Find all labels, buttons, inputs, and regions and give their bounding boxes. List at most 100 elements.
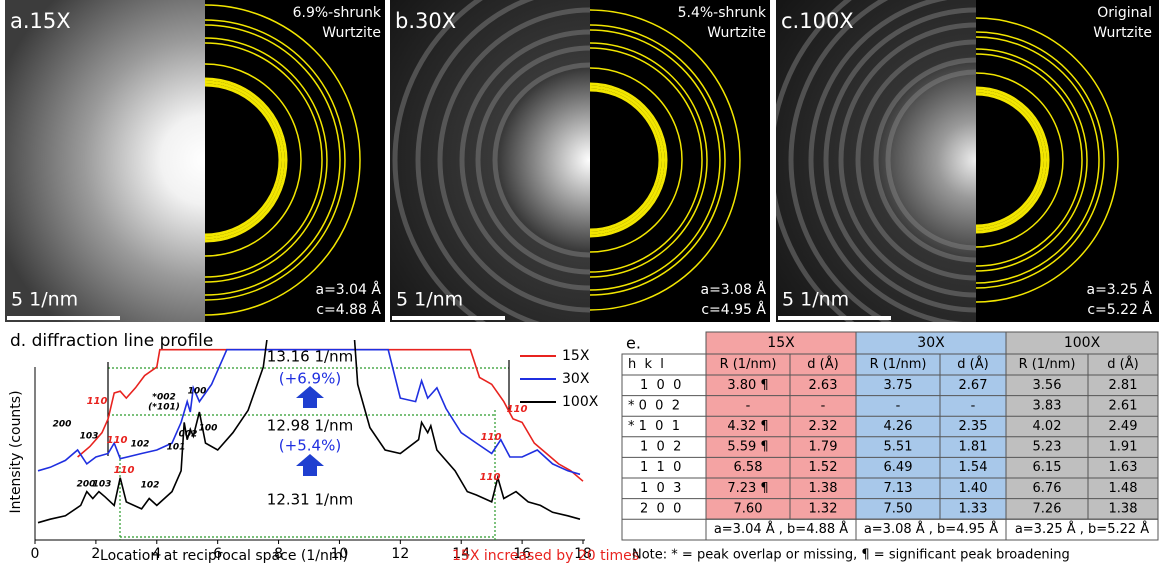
peak-label: 102 [141,481,160,491]
cell: 1 0 2 [640,440,681,455]
lattice: c=5.22 Å [1087,301,1152,318]
cell: 1.91 [1109,440,1138,455]
table-note: Note: * = peak overlap or missing, ¶ = s… [632,548,1070,563]
panel-label: c.100X [781,9,854,33]
cell: 1 1 0 [640,460,681,475]
peak-label: 102 [131,440,150,450]
lattice: a=3.25 Å [1086,281,1152,298]
col-header: R (1/nm) [1019,357,1076,372]
cell: 1.38 [809,481,838,496]
cell: 4.26 [884,419,913,434]
sim-bg [976,0,1159,322]
cell: - [746,398,751,413]
cell: 3.75 [884,378,913,393]
dimension-label: 12.98 1/nm [267,417,353,435]
cell: 1 0 0 [640,378,681,393]
col-header: d (Å) [1107,356,1138,372]
cell: 7.26 [1033,501,1062,516]
cell: 1.48 [1109,481,1138,496]
structure: 5.4%-shrunk [678,5,767,21]
col-header: R (1/nm) [720,357,777,372]
legend-label: 30X [562,371,590,387]
dimension-label: 13.16 1/nm [267,348,353,366]
cell: 2.67 [959,378,988,393]
cell: 1 0 3 [640,481,681,496]
peak-label: 110 [507,404,528,415]
cell: 1.32 [809,501,838,516]
lattice: c=4.88 Å [316,301,381,318]
peak-label: 110 [107,435,128,446]
arrow [296,454,324,476]
scale-label: 5 1/nm [396,289,463,311]
peak-label: (*101) [148,403,180,413]
cell: 3.56 [1033,378,1062,393]
peak-label: 110 [114,465,135,476]
dimension-label: (+5.4%) [279,437,341,455]
footer-text: a=3.04 Å , b=4.88 Å [714,521,848,537]
peak-label: 002 [179,430,198,440]
figure: a.15X 6.9%-shrunk Wurtzite a=3.04 Å c=4.88 Å… [0,0,1163,567]
peak-label: 103 [80,432,99,442]
cell: 1.52 [809,460,838,475]
cell: 3.80 ¶ [727,378,768,393]
cell: 3.83 [1033,398,1062,413]
peak-label: 110 [481,432,502,443]
note: 15X increased by 20 times [452,548,639,564]
structure: 6.9%-shrunk [293,5,382,21]
cell: 2.61 [1109,398,1138,413]
peak-label: 100 [199,424,218,434]
peak-label: 103 [93,480,112,490]
legend-label: 100X [562,394,599,410]
cell: 2.35 [959,419,988,434]
cell: - [971,398,976,413]
cell: 1.63 [1109,460,1138,475]
dimension-label: (+6.9%) [279,370,341,388]
x-tick-label: 2 [91,546,100,562]
page: a.15X 6.9%-shrunk Wurtzite a=3.04 Å c=4.88 Å… [0,0,1163,567]
lattice: c=4.95 Å [701,301,766,318]
x-tick-label: 12 [391,546,409,562]
arrow [296,386,324,408]
group-header: 15X [767,335,795,351]
scale-label: 5 1/nm [11,289,78,311]
lattice: a=3.04 Å [315,281,381,298]
scale-label: 5 1/nm [782,289,849,311]
peak-label: 110 [87,396,108,407]
cell: 2 0 0 [640,501,681,516]
x-tick-label: 0 [31,546,40,562]
cell: 6.49 [884,460,913,475]
x-label: Location at reciprocal space (1/nm) [100,548,348,564]
cell: 7.60 [734,501,763,516]
footer-text: a=3.25 Å , b=5.22 Å [1015,521,1149,537]
table-label: e. [626,334,641,353]
cell: 1.54 [959,460,988,475]
structure: Original [1097,5,1152,21]
peak-label: 110 [480,472,501,483]
cell: 6.58 [734,460,763,475]
structure: Wurtzite [322,25,381,41]
cell: 1.81 [959,440,988,455]
peak-label: *002 [152,393,176,403]
cell: 1.40 [959,481,988,496]
y-label: Intensity (counts) [8,390,24,513]
cell: 7.50 [884,501,913,516]
cell: 7.23 ¶ [727,481,768,496]
cell: - [821,398,826,413]
peak-label: 101 [167,443,186,453]
lattice: a=3.08 Å [700,281,766,298]
cell: 6.15 [1033,460,1062,475]
cell: * 0 0 2 [628,398,680,413]
cell: 1.79 [809,440,838,455]
cell: 2.32 [809,419,838,434]
cell: 5.59 ¶ [727,440,768,455]
chart-title: d. diffraction line profile [10,331,213,351]
cell: - [896,398,901,413]
col-header: R (1/nm) [870,357,927,372]
cell: * 1 0 1 [628,419,680,434]
cell: 2.49 [1109,419,1138,434]
cell: 2.81 [1109,378,1138,393]
panel-label: a.15X [10,9,71,33]
peak-label: 200 [53,420,72,430]
cell: 5.51 [884,440,913,455]
panel-label: b.30X [395,9,456,33]
